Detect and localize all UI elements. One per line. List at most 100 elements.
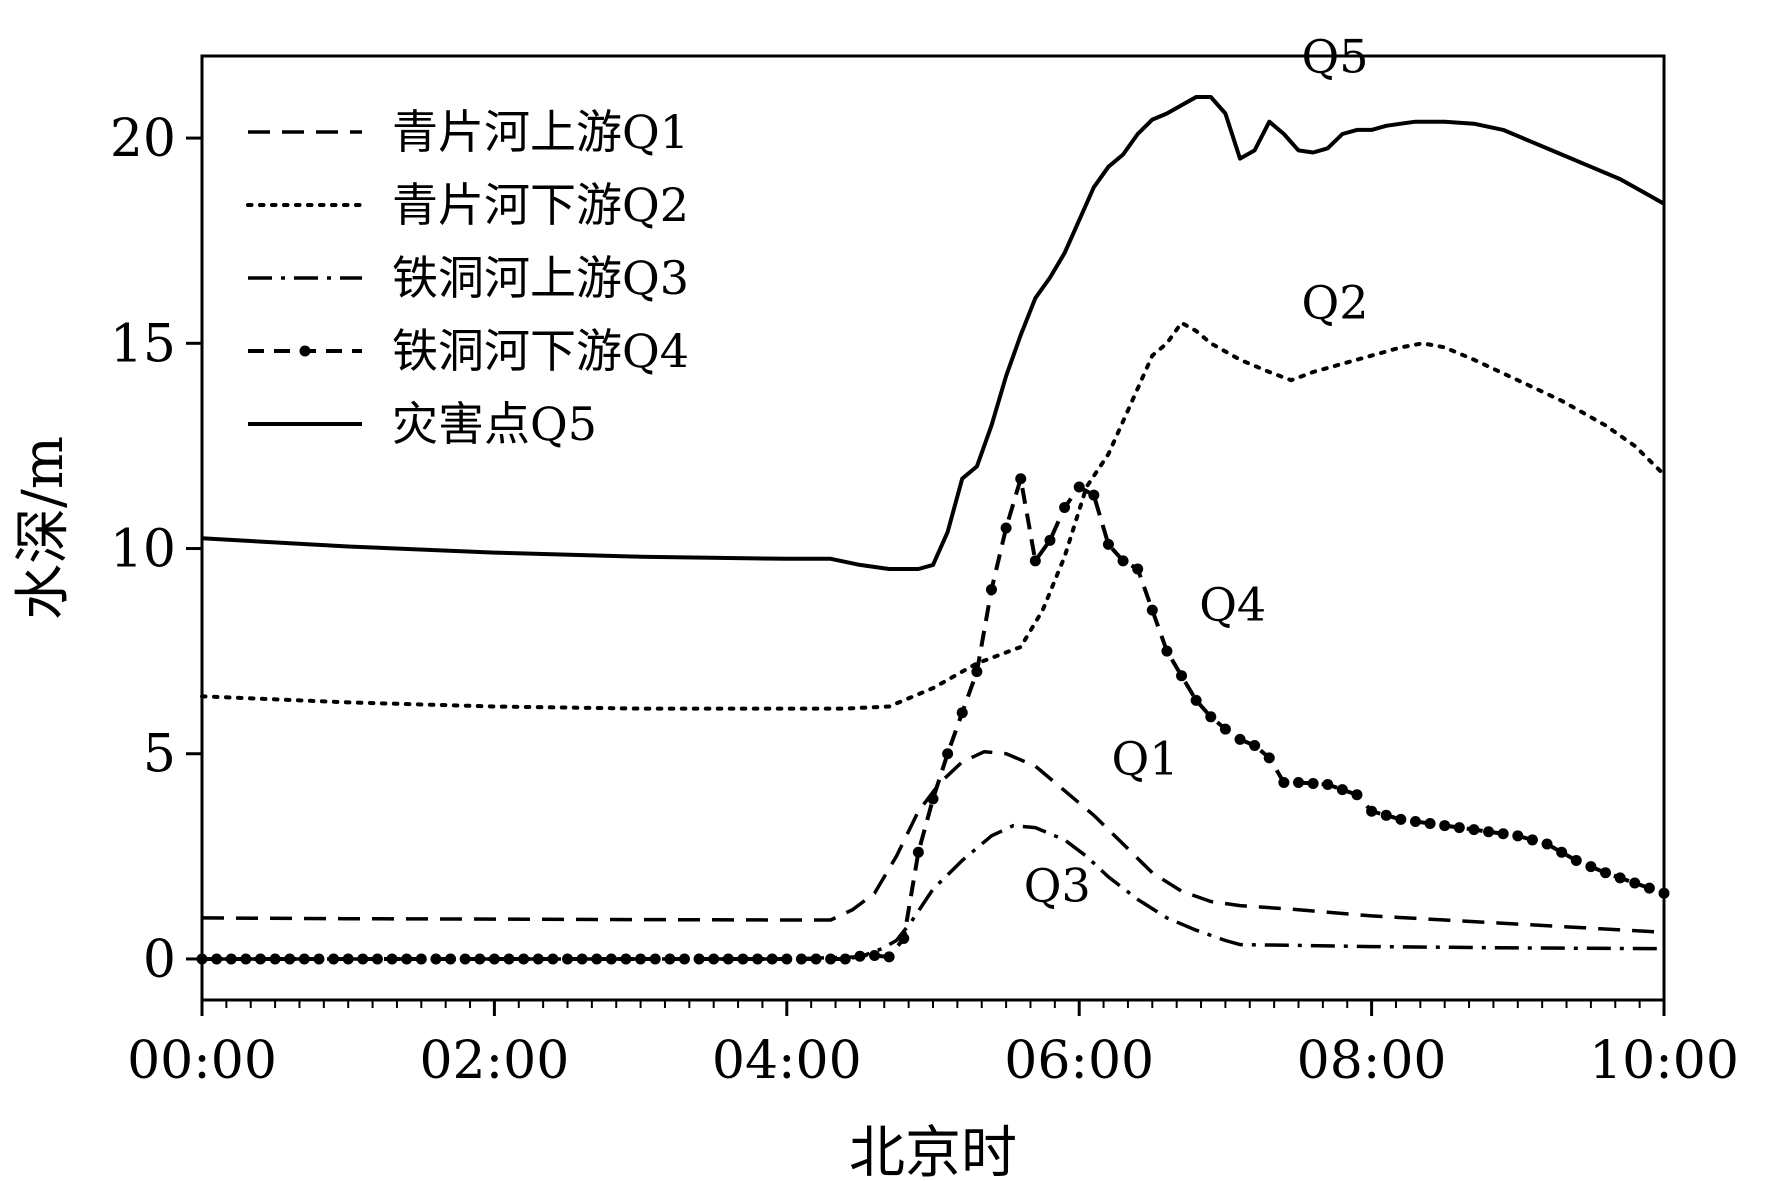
series-marker-q4	[605, 953, 617, 965]
x-tick-label: 00:00	[127, 1031, 277, 1091]
series-marker-q4	[1015, 473, 1027, 485]
series-marker-q4	[225, 953, 237, 965]
series-marker-q4	[1278, 776, 1290, 788]
series-marker-q4	[678, 953, 690, 965]
legend-label-q5: 灾害点Q5	[392, 397, 597, 451]
series-marker-q4	[269, 953, 281, 965]
series-line-q3	[202, 823, 1665, 961]
series-marker-q4	[445, 953, 457, 965]
series-marker-q4	[488, 953, 500, 965]
series-marker-q4	[1190, 694, 1202, 706]
series-marker-q4	[664, 953, 676, 965]
series-marker-q4	[1059, 501, 1071, 513]
series-marker-q4	[1439, 820, 1451, 832]
series-marker-q4	[883, 951, 895, 963]
series-marker-q4	[1307, 777, 1319, 789]
series-marker-q4	[1395, 813, 1407, 825]
series-marker-q4	[1117, 555, 1129, 567]
legend-label-q1: 青片河上游Q1	[392, 105, 689, 159]
x-tick-label: 04:00	[712, 1031, 862, 1091]
series-marker-q4	[1512, 830, 1524, 842]
series-marker-q4	[1102, 538, 1114, 550]
series-marker-q4	[781, 953, 793, 965]
series-marker-q4	[1556, 846, 1568, 858]
series-marker-q4	[898, 932, 910, 944]
legend-label-q2: 青片河下游Q2	[392, 178, 689, 232]
series-marker-q4	[649, 953, 661, 965]
series-marker-q4	[1029, 555, 1041, 567]
series-marker-q4	[430, 953, 442, 965]
series-line-q5	[201, 95, 1665, 571]
series-marker-q4	[737, 953, 749, 965]
annotation-label: Q3	[1024, 858, 1091, 912]
y-tick-label: 5	[143, 725, 176, 785]
series-marker-q4	[766, 953, 778, 965]
series-marker-q4	[1132, 563, 1144, 575]
series-marker-q4	[1249, 740, 1261, 752]
series-marker-q4	[518, 953, 530, 965]
series-marker-q4	[371, 953, 383, 965]
legend: 青片河上游Q1 青片河下游Q2 铁洞河上游Q3 铁洞河下游Q4 灾害点Q5	[246, 105, 689, 451]
series-marker-q4	[1000, 522, 1012, 534]
series-marker-q4	[415, 953, 427, 965]
series-marker-q4	[722, 953, 734, 965]
series-marker-q4	[1468, 824, 1480, 836]
series-marker-q4	[942, 748, 954, 760]
annotation-label: Q5	[1302, 29, 1369, 83]
x-axis-title: 北京时	[849, 1121, 1017, 1181]
series-marker-q4	[1643, 882, 1655, 894]
series-marker-q4	[1044, 534, 1056, 546]
y-axis-title: 水深/m	[11, 436, 76, 620]
series-marker-q4	[854, 950, 866, 962]
series-marker-q4	[1483, 826, 1495, 838]
x-tick-label: 10:00	[1589, 1031, 1739, 1091]
series-marker-q4	[635, 953, 647, 965]
x-tick-label: 06:00	[1004, 1031, 1154, 1091]
series-annotations: Q5 Q2 Q4 Q1 Q3	[1024, 29, 1369, 912]
series-marker-q4	[328, 953, 340, 965]
series-marker-q4	[1614, 872, 1626, 884]
series-marker-q4	[1293, 776, 1304, 788]
y-tick-label: 0	[143, 930, 176, 990]
series-marker-q4	[1526, 834, 1538, 846]
legend-label-q3: 铁洞河上游Q3	[392, 251, 689, 305]
series-marker-q4	[912, 846, 924, 858]
series-marker-q4	[1263, 752, 1275, 764]
series-marker-q4	[1497, 828, 1509, 840]
series-marker-q4	[693, 953, 705, 965]
series-marker-q4	[1161, 645, 1173, 657]
series-marker-q4	[869, 950, 881, 962]
series-marker-q4	[1176, 670, 1188, 682]
series-marker-q4	[254, 953, 266, 965]
series-marker-q4	[503, 953, 515, 965]
series-marker-q4	[401, 953, 413, 965]
series-marker-q4	[956, 707, 968, 719]
annotation-label: Q4	[1199, 577, 1266, 631]
series-marker-q4	[1336, 784, 1348, 796]
y-tick-label: 15	[110, 314, 176, 374]
x-tick-label: 02:00	[419, 1031, 569, 1091]
series-marker-q4	[313, 953, 325, 965]
series-marker-q4	[532, 953, 544, 965]
series-marker-q4	[240, 953, 252, 965]
series-marker-q4	[1219, 723, 1231, 735]
series-marker-q4	[576, 953, 588, 965]
y-tick-label: 10	[110, 520, 176, 580]
series-marker-q4	[971, 666, 983, 678]
series-marker-q4	[1585, 861, 1597, 873]
series-marker-q4	[1424, 818, 1436, 830]
series-marker-q4	[1658, 887, 1670, 899]
legend-label-q4: 铁洞河下游Q4	[392, 324, 689, 378]
series-marker-q4	[1322, 779, 1334, 791]
series-marker-q4	[752, 953, 764, 965]
series-marker-q4	[1073, 481, 1085, 493]
series-marker-q4	[985, 584, 997, 596]
axis-ticks: 00:00 02:00 04:00 06:00 08:00 10:00 0 5 10 15 20	[110, 109, 1739, 1091]
series-line-q2	[200, 320, 1666, 711]
series-marker-q4	[1600, 867, 1612, 879]
series-marker-q4	[562, 953, 573, 965]
series-marker-q4	[196, 953, 208, 965]
series-marker-q4	[1453, 822, 1465, 834]
series-marker-q4	[1409, 815, 1421, 827]
